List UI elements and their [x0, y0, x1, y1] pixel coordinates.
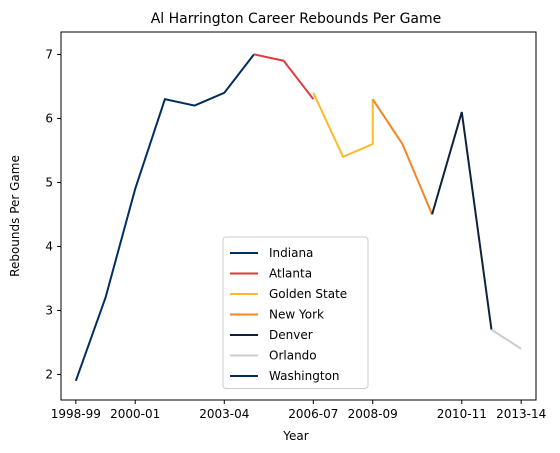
legend-label: Denver: [269, 328, 313, 342]
legend[interactable]: Indiana Atlanta Golden State New York Denver…: [223, 237, 368, 389]
x-tick-label: 2008-09: [348, 407, 398, 421]
chart-title: Al Harrington Career Rebounds Per Game: [151, 11, 442, 27]
legend-label: Golden State: [269, 287, 347, 301]
legend-label: Atlanta: [269, 267, 312, 281]
y-axis-label: Rebounds Per Game: [8, 155, 22, 277]
legend-label: Orlando: [269, 349, 317, 363]
y-tick-label: 3: [45, 303, 53, 317]
x-tick-label: 2006-07: [288, 407, 338, 421]
legend-label: Indiana: [269, 246, 313, 260]
y-tick-label: 2: [45, 367, 53, 381]
y-tick-label: 4: [45, 239, 53, 253]
x-tick-label: 2000-01: [110, 407, 160, 421]
x-tick-label: 2003-04: [199, 407, 249, 421]
x-axis-label: Year: [282, 429, 308, 443]
x-tick-label: 1998-99: [51, 407, 101, 421]
legend-label: New York: [269, 308, 324, 322]
y-tick-label: 7: [45, 47, 53, 61]
legend-label: Washington: [269, 369, 340, 383]
y-tick-label: 5: [45, 175, 53, 189]
x-tick-label: 2013-14: [496, 407, 546, 421]
x-tick-label: 2010-11: [437, 407, 487, 421]
y-tick-label: 6: [45, 111, 53, 125]
